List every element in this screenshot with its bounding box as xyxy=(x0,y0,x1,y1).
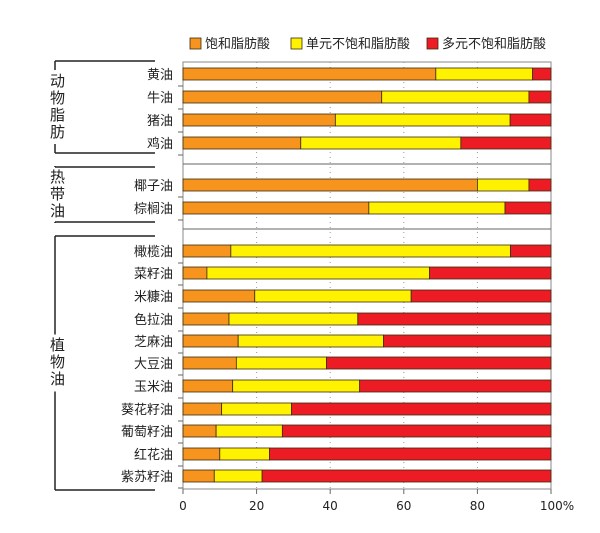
bar-segment xyxy=(182,402,223,416)
bar-segment xyxy=(291,402,552,416)
legend-label: 单元不饱和脂肪酸 xyxy=(306,36,410,52)
category-label: 葡萄籽油 xyxy=(121,425,173,440)
x-tick-label: 80 xyxy=(470,499,485,513)
bar-segment xyxy=(460,136,552,150)
legend-label: 饱和脂肪酸 xyxy=(205,36,270,52)
category-label: 椰子油 xyxy=(134,179,173,194)
bar-segment xyxy=(182,178,478,192)
bar-segment xyxy=(528,90,552,104)
bar-segment xyxy=(237,334,384,348)
category-label: 大豆油 xyxy=(134,357,173,372)
bar-segment xyxy=(326,356,552,370)
bar-segment xyxy=(182,67,437,81)
category-label: 橄榄油 xyxy=(134,244,173,260)
category-label: 米糠油 xyxy=(134,289,173,305)
bar-segment xyxy=(357,312,552,326)
bar-segment xyxy=(504,201,552,215)
bar-segment xyxy=(232,379,361,393)
bar-segment xyxy=(368,201,506,215)
bar-segment xyxy=(182,379,234,393)
bar-segment xyxy=(182,244,232,258)
x-tick-label: 40 xyxy=(323,499,338,513)
group-label-vegetable-oils: 植物油 xyxy=(48,337,66,388)
bar-segment xyxy=(476,178,530,192)
x-tick-label: 0 xyxy=(179,499,187,513)
bar-segment xyxy=(182,289,256,303)
bar-segment xyxy=(528,178,552,192)
bar-segment xyxy=(182,334,239,348)
bar-segment xyxy=(182,469,215,483)
bar-segment xyxy=(269,447,552,461)
category-label: 牛油 xyxy=(147,91,173,106)
category-label: 鸡油 xyxy=(147,136,173,152)
bar-segment xyxy=(219,447,270,461)
bar-segment xyxy=(228,312,359,326)
bar-segment xyxy=(261,469,552,483)
bar-segment xyxy=(182,201,370,215)
bar-segment xyxy=(230,244,511,258)
category-label: 菜籽油 xyxy=(134,267,173,282)
bar-segment xyxy=(510,244,552,258)
bar-segment xyxy=(281,424,552,438)
bar-segment xyxy=(221,402,292,416)
bar-segment xyxy=(435,67,534,81)
category-label: 黄油 xyxy=(147,68,173,83)
bar-segment xyxy=(532,67,552,81)
category-label: 红花油 xyxy=(134,447,173,463)
bar-segment xyxy=(410,289,552,303)
category-label: 紫苏籽油 xyxy=(121,469,173,485)
bar-segment xyxy=(182,136,302,150)
bar-segment xyxy=(206,266,430,280)
category-label: 猪油 xyxy=(147,114,173,129)
bar-segment xyxy=(383,334,552,348)
legend-swatch xyxy=(189,37,202,50)
bar-segment xyxy=(182,447,221,461)
x-tick-label: 100% xyxy=(540,499,574,513)
bar-segment xyxy=(182,266,208,280)
bar-segment xyxy=(182,424,217,438)
bar-segment xyxy=(182,90,383,104)
legend-swatch xyxy=(426,37,439,50)
x-tick-label: 60 xyxy=(396,499,411,513)
bar-segment xyxy=(182,113,336,127)
bar-segment xyxy=(182,356,237,370)
bar-segment xyxy=(509,113,552,127)
bar-segment xyxy=(381,90,530,104)
category-label: 棕榈油 xyxy=(134,202,173,217)
legend-swatch xyxy=(290,37,303,50)
bar-segment xyxy=(254,289,412,303)
category-label: 葵花籽油 xyxy=(121,402,173,418)
group-label-tropical-oils: 热带油 xyxy=(48,169,66,220)
category-label: 芝麻油 xyxy=(134,334,173,350)
bar-segment xyxy=(359,379,552,393)
category-label: 色拉油 xyxy=(134,312,173,328)
category-label: 玉米油 xyxy=(134,380,173,395)
x-tick-label: 20 xyxy=(249,499,264,513)
bar-segment xyxy=(300,136,462,150)
bar-segment xyxy=(182,312,230,326)
legend-label: 多元不饱和脂肪酸 xyxy=(442,36,546,52)
bar-segment xyxy=(213,469,263,483)
bar-segment xyxy=(235,356,327,370)
bar-segment xyxy=(334,113,511,127)
bar-segment xyxy=(429,266,552,280)
group-label-animal-fats: 动物脂肪 xyxy=(48,73,66,141)
bar-segment xyxy=(215,424,283,438)
